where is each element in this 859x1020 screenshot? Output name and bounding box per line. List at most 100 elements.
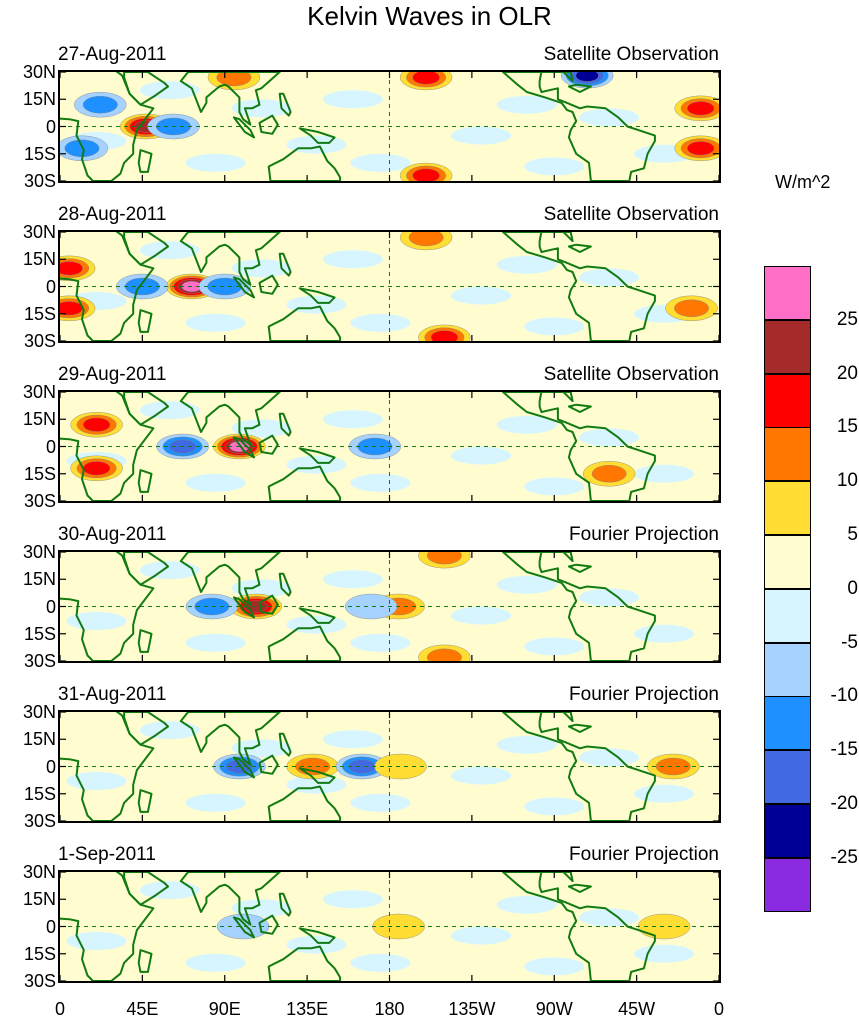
caribbean-coastline bbox=[567, 883, 592, 893]
philippines-coastline bbox=[278, 252, 292, 277]
olr-anomaly-map bbox=[60, 552, 719, 661]
colorbar-swatch bbox=[764, 266, 811, 320]
caribbean-coastline bbox=[567, 723, 592, 733]
americas-coastline bbox=[502, 232, 656, 341]
caribbean-coastline bbox=[567, 83, 592, 93]
colorbar-level-label: -5 bbox=[841, 631, 858, 653]
lon-tick-label: 90W bbox=[535, 999, 573, 1019]
anomaly-contour bbox=[674, 299, 709, 318]
africa-coastline bbox=[60, 872, 155, 981]
lat-tick-label: 30N bbox=[22, 542, 56, 562]
field-texture bbox=[451, 286, 512, 305]
field-texture bbox=[451, 126, 512, 145]
colorbar-level-label: -25 bbox=[830, 846, 858, 868]
lat-tick-label: 0 bbox=[45, 276, 56, 297]
arabia-coastline bbox=[123, 392, 169, 426]
field-texture bbox=[496, 95, 557, 114]
map-plot-area bbox=[58, 870, 721, 983]
field-texture bbox=[350, 313, 411, 332]
field-texture bbox=[139, 241, 200, 260]
field-texture bbox=[139, 881, 200, 900]
figure-title: Kelvin Waves in OLR bbox=[307, 1, 552, 31]
field-texture bbox=[185, 953, 246, 972]
field-texture bbox=[634, 464, 695, 483]
madagascar-coastline bbox=[137, 469, 153, 493]
lat-tick-label: 0 bbox=[45, 756, 56, 777]
olr-anomaly-map bbox=[60, 392, 719, 501]
field-texture bbox=[524, 157, 585, 176]
lon-tick-label: 90E bbox=[208, 999, 241, 1019]
new-guinea-coastline bbox=[298, 447, 336, 464]
caribbean-coastline bbox=[567, 243, 592, 253]
lat-tick-label: 0 bbox=[45, 596, 56, 617]
colorbar-swatch bbox=[764, 319, 811, 374]
field-texture bbox=[350, 953, 411, 972]
lat-tick-label: 30S bbox=[23, 651, 56, 671]
map-panel: 29-Aug-2011 Satellite Observation bbox=[58, 364, 721, 503]
anomaly-blob bbox=[399, 162, 453, 181]
new-guinea-coastline bbox=[298, 127, 336, 144]
anomaly-blob bbox=[647, 753, 700, 780]
new-guinea-coastline bbox=[298, 927, 336, 944]
field-texture bbox=[322, 90, 383, 109]
colorbar-swatch bbox=[764, 857, 811, 912]
anomaly-contour bbox=[687, 141, 715, 156]
lat-tick-label: 0 bbox=[45, 436, 56, 457]
anomaly-blob bbox=[665, 295, 718, 322]
sumatra-coastline bbox=[232, 756, 255, 779]
field-texture bbox=[185, 313, 246, 332]
map-plot-area bbox=[58, 710, 721, 823]
colorbar-level-label: 20 bbox=[836, 362, 858, 384]
lat-tick-label: 15N bbox=[22, 729, 56, 750]
panel-date-label: 28-Aug-2011 bbox=[58, 204, 167, 225]
anomaly-blob bbox=[674, 135, 719, 161]
philippines-coastline bbox=[278, 892, 292, 917]
field-texture bbox=[350, 793, 411, 812]
map-panel: 28-Aug-2011 Satellite Observation bbox=[58, 204, 721, 343]
borneo-coastline bbox=[258, 914, 279, 935]
anomaly-contour bbox=[427, 552, 462, 565]
colorbar-level-label: -15 bbox=[830, 739, 858, 761]
arabia-coastline bbox=[123, 72, 169, 106]
madagascar-coastline bbox=[137, 309, 153, 333]
anomaly-blob bbox=[198, 273, 251, 300]
map-plot-area bbox=[58, 390, 721, 503]
americas-coastline bbox=[502, 872, 656, 981]
anomaly-blob bbox=[418, 324, 471, 341]
panel-date-label: 27-Aug-2011 bbox=[58, 44, 167, 65]
philippines-coastline bbox=[278, 92, 292, 117]
india-coastline bbox=[179, 392, 281, 446]
panel-date-label: 1-Sep-2011 bbox=[58, 844, 156, 865]
field-texture bbox=[350, 473, 411, 492]
colorbar-units: W/m^2 bbox=[775, 172, 831, 192]
anomaly-blob bbox=[399, 232, 453, 251]
australia-coastline bbox=[267, 785, 342, 821]
anomaly-contour bbox=[408, 232, 444, 247]
map-plot-area bbox=[58, 70, 721, 183]
panel-source-label: Satellite Observation bbox=[543, 204, 719, 225]
anomaly-contour bbox=[412, 72, 440, 85]
africa-coastline bbox=[60, 712, 155, 821]
anomaly-contour bbox=[430, 330, 459, 341]
field-texture bbox=[322, 570, 383, 589]
lat-tick-label: 15S bbox=[23, 463, 56, 484]
colorbar-swatch bbox=[764, 373, 811, 428]
colorbar-swatch bbox=[764, 535, 811, 589]
lat-tick-label: 0 bbox=[45, 116, 56, 137]
borneo-coastline bbox=[258, 434, 279, 455]
field-texture bbox=[524, 797, 585, 816]
colorbar-swatch bbox=[764, 588, 811, 643]
anomaly-contour bbox=[82, 461, 111, 476]
panel-source-label: Satellite Observation bbox=[543, 44, 719, 65]
africa-coastline bbox=[60, 552, 155, 661]
arabia-coastline bbox=[123, 552, 169, 586]
sumatra-coastline bbox=[232, 276, 255, 299]
field-texture bbox=[322, 410, 383, 429]
anomaly-blob bbox=[335, 753, 389, 780]
madagascar-coastline bbox=[137, 629, 153, 653]
colorbar-swatch bbox=[764, 750, 811, 805]
map-panel: 1-Sep-2011 Fourier Projection bbox=[58, 844, 721, 983]
field-texture bbox=[496, 575, 557, 594]
arabia-coastline bbox=[123, 872, 169, 906]
olr-anomaly-map bbox=[60, 72, 719, 181]
